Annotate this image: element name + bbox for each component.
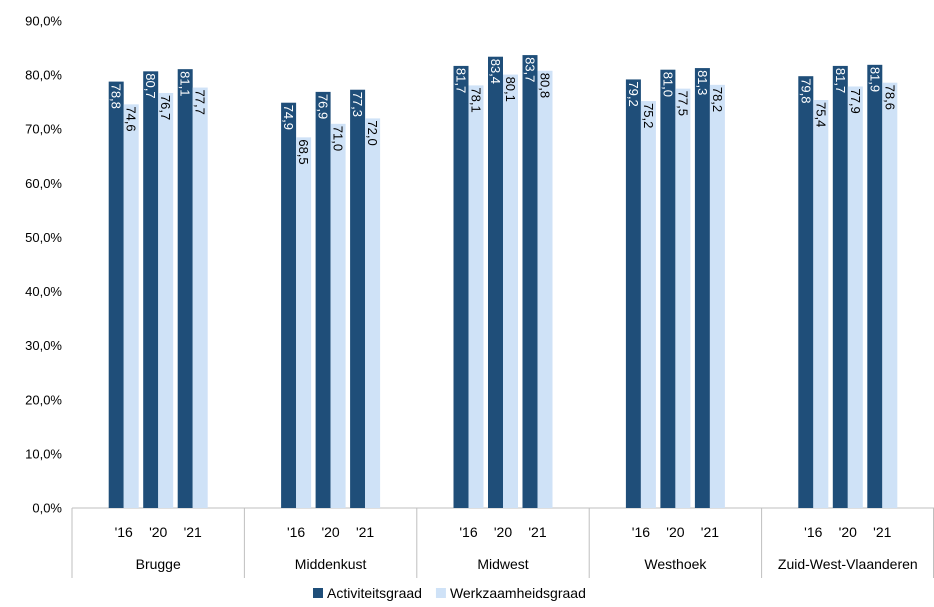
category-label: Middenkust	[295, 556, 367, 572]
bar-werkzaamheidsgraad	[123, 104, 139, 508]
data-label: 74,9	[281, 105, 296, 130]
year-label: '16	[115, 524, 133, 540]
data-label: 76,9	[316, 94, 331, 119]
bar-activiteitsgraad	[660, 69, 676, 508]
bar-werkzaamheidsgraad	[882, 82, 898, 508]
data-label: 75,4	[813, 102, 828, 127]
year-label: '21	[528, 524, 546, 540]
bar-werkzaamheidsgraad	[158, 92, 174, 509]
bar-activiteitsgraad	[350, 89, 366, 509]
bar-activiteitsgraad	[143, 71, 159, 508]
data-label: 78,1	[469, 87, 484, 112]
bar-werkzaamheidsgraad	[503, 74, 518, 508]
year-label: '21	[873, 524, 891, 540]
data-label: 77,9	[848, 88, 863, 113]
data-label: 77,7	[193, 90, 208, 115]
year-label: '20	[494, 524, 512, 540]
legend-label: Werkzaamheidsgraad	[450, 585, 586, 601]
category-label: Brugge	[136, 556, 181, 572]
data-label: 79,8	[798, 78, 813, 103]
data-label: 80,7	[143, 73, 158, 98]
y-tick-label: 0,0%	[32, 501, 62, 516]
data-label: 74,6	[124, 106, 139, 131]
data-label: 80,1	[503, 77, 518, 102]
data-label: 79,2	[626, 81, 641, 106]
bar-activiteitsgraad	[832, 65, 848, 508]
year-label: '16	[804, 524, 822, 540]
legend-swatch	[313, 588, 323, 598]
data-label: 75,2	[641, 103, 656, 128]
data-label: 68,5	[296, 139, 311, 164]
data-label: 72,0	[365, 120, 380, 145]
bar-activiteitsgraad	[281, 102, 297, 509]
bar-werkzaamheidsgraad	[296, 137, 312, 509]
year-label: '21	[356, 524, 374, 540]
data-label: 76,7	[158, 95, 173, 120]
bar-werkzaamheidsgraad	[365, 118, 381, 509]
bar-werkzaamheidsgraad	[813, 100, 829, 508]
y-tick-label: 60,0%	[25, 176, 62, 191]
y-tick-label: 40,0%	[25, 284, 62, 299]
data-label: 81,9	[867, 67, 882, 92]
data-label: 78,6	[882, 85, 897, 110]
year-label: '20	[149, 524, 167, 540]
y-tick-label: 30,0%	[25, 338, 62, 353]
category-label: Midwest	[477, 556, 528, 572]
year-label: '21	[701, 524, 719, 540]
bar-activiteitsgraad	[108, 81, 124, 509]
bar-activiteitsgraad	[798, 76, 814, 509]
y-tick-label: 50,0%	[25, 230, 62, 245]
year-label: '20	[321, 524, 339, 540]
bar-activiteitsgraad	[694, 68, 710, 509]
year-label: '16	[287, 524, 305, 540]
category-label: Zuid-West-Vlaanderen	[778, 556, 918, 572]
data-label: 81,7	[833, 68, 848, 93]
year-label: '20	[839, 524, 857, 540]
data-label: 78,2	[710, 87, 725, 112]
legend-label: Activiteitsgraad	[327, 585, 422, 601]
bar-werkzaamheidsgraad	[847, 86, 863, 509]
bar-activiteitsgraad	[625, 79, 641, 508]
bar-activiteitsgraad	[177, 69, 193, 509]
year-label: '21	[184, 524, 202, 540]
data-label: 77,5	[675, 91, 690, 116]
data-label: 81,7	[454, 68, 469, 93]
data-label: 77,3	[350, 92, 365, 117]
legend-swatch	[435, 588, 446, 598]
bar-werkzaamheidsgraad	[468, 85, 484, 509]
data-label: 81,3	[695, 70, 710, 95]
data-label: 80,8	[538, 73, 553, 98]
y-tick-label: 10,0%	[25, 446, 62, 461]
bar-activiteitsgraad	[867, 64, 883, 508]
data-label: 78,8	[109, 84, 124, 109]
data-label: 81,0	[660, 72, 675, 97]
bar-werkzaamheidsgraad	[330, 123, 346, 509]
year-label: '16	[632, 524, 650, 540]
data-label: 81,1	[178, 71, 193, 96]
bar-werkzaamheidsgraad	[675, 88, 691, 508]
bar-activiteitsgraad	[453, 65, 469, 508]
data-label: 71,0	[331, 126, 346, 151]
bar-activiteitsgraad	[315, 91, 331, 508]
y-tick-label: 20,0%	[25, 392, 62, 407]
bar-activiteitsgraad	[488, 56, 503, 509]
category-label: Westhoek	[644, 556, 707, 572]
year-label: '20	[666, 524, 684, 540]
bar-activiteitsgraad	[522, 55, 538, 509]
year-label: '16	[459, 524, 477, 540]
y-tick-label: 80,0%	[25, 68, 62, 83]
bar-werkzaamheidsgraad	[192, 87, 208, 508]
data-label: 83,7	[523, 57, 538, 82]
y-tick-label: 70,0%	[25, 122, 62, 137]
bar-werkzaamheidsgraad	[640, 101, 656, 508]
bar-werkzaamheidsgraad	[537, 70, 553, 508]
y-tick-label: 90,0%	[25, 14, 62, 29]
bar-werkzaamheidsgraad	[709, 84, 725, 509]
data-label: 83,4	[488, 59, 503, 84]
